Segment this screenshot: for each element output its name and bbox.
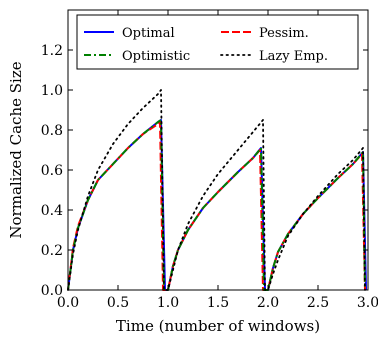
- x-axis-label: Time (number of windows): [116, 317, 320, 335]
- y-axis-label: Normalized Cache Size: [7, 61, 25, 238]
- y-tick-label: 0.0: [41, 283, 63, 299]
- y-tick-label: 0.8: [41, 123, 63, 139]
- legend: Optimal Pessim. Optimistic Lazy Emp.: [76, 14, 359, 70]
- series-line-lazy-emp: [67, 89, 366, 291]
- x-tick-label: 2.0: [257, 295, 279, 311]
- x-tick-label: 0.0: [57, 295, 79, 311]
- series-layer: [67, 89, 367, 291]
- legend-label-lazy-emp: Lazy Emp.: [259, 49, 328, 64]
- x-tick-label: 1.5: [207, 295, 229, 311]
- y-tick-label: 1.0: [41, 83, 63, 99]
- series-line-pessim: [67, 121, 366, 291]
- y-tick-label: 0.4: [41, 203, 63, 219]
- legend-label-optimal: Optimal: [122, 26, 175, 41]
- legend-label-pessim: Pessim.: [259, 26, 309, 41]
- series-line-optimal: [67, 119, 367, 291]
- ticks-layer: 0.0 0.5 1.0 1.5 2.0 2.5 3.0 0.0 0.2 0.4 0.6 0.8 1.0 1…: [41, 10, 378, 311]
- legend-label-optimistic: Optimistic: [122, 49, 190, 64]
- x-tick-label: 3.0: [357, 295, 378, 311]
- x-tick-label: 1.0: [157, 295, 179, 311]
- x-tick-label: 2.5: [307, 295, 329, 311]
- legend-box: [76, 14, 359, 70]
- y-tick-label: 0.2: [41, 243, 63, 259]
- x-tick-label: 0.5: [107, 295, 129, 311]
- y-tick-label: 1.2: [41, 43, 63, 59]
- y-tick-label: 0.6: [41, 163, 63, 179]
- series-line-optimistic: [67, 119, 366, 291]
